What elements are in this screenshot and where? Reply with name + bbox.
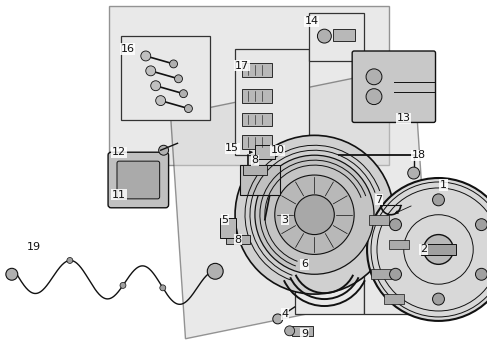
Text: 19: 19 [26, 243, 41, 252]
Circle shape [284, 326, 294, 336]
Text: 2: 2 [419, 244, 427, 255]
Circle shape [174, 75, 182, 83]
Text: 12: 12 [112, 147, 126, 157]
Bar [333, 29, 354, 41]
Circle shape [158, 145, 168, 155]
Text: 16: 16 [121, 44, 135, 54]
Circle shape [294, 195, 334, 235]
Text: 8: 8 [251, 155, 258, 165]
Circle shape [141, 51, 150, 61]
Text: 10: 10 [270, 145, 284, 155]
Bar [383, 294, 403, 304]
Bar [388, 239, 408, 249]
Text: 7: 7 [375, 195, 382, 205]
Circle shape [169, 60, 177, 68]
Text: 11: 11 [112, 190, 126, 200]
Circle shape [6, 268, 18, 280]
Circle shape [235, 135, 393, 294]
Bar [291, 326, 313, 336]
Circle shape [389, 268, 401, 280]
FancyBboxPatch shape [108, 152, 168, 208]
Text: 13: 13 [396, 113, 410, 123]
Circle shape [423, 235, 452, 264]
Circle shape [145, 66, 155, 76]
Circle shape [272, 314, 282, 324]
Bar [309, 13, 364, 61]
FancyBboxPatch shape [351, 51, 435, 122]
Circle shape [155, 96, 165, 105]
Circle shape [407, 167, 419, 179]
Text: 1: 1 [439, 180, 446, 190]
Bar [242, 89, 271, 103]
Text: 14: 14 [304, 16, 318, 26]
Text: 15: 15 [224, 143, 239, 153]
Bar [294, 215, 364, 314]
Circle shape [366, 178, 488, 321]
Bar [235, 49, 309, 155]
Polygon shape [170, 66, 427, 339]
Text: 17: 17 [234, 61, 248, 71]
Bar [254, 145, 274, 159]
Circle shape [179, 90, 187, 98]
Bar [109, 6, 388, 165]
Circle shape [67, 257, 73, 264]
Text: 3: 3 [281, 215, 287, 225]
Circle shape [254, 155, 373, 274]
FancyBboxPatch shape [117, 161, 160, 199]
Text: 6: 6 [301, 259, 307, 269]
Bar [420, 243, 455, 255]
Circle shape [207, 264, 223, 279]
Circle shape [389, 219, 401, 231]
Circle shape [184, 105, 192, 113]
Bar [121, 36, 210, 121]
Bar [240, 165, 279, 195]
Circle shape [432, 293, 444, 305]
Bar [225, 235, 249, 244]
Bar [243, 165, 266, 175]
Circle shape [160, 285, 165, 291]
Bar [242, 135, 271, 149]
Circle shape [366, 89, 381, 105]
Circle shape [317, 29, 331, 43]
Circle shape [150, 81, 161, 91]
Circle shape [120, 283, 126, 288]
Circle shape [274, 175, 353, 255]
Circle shape [474, 268, 487, 280]
Bar [368, 215, 388, 225]
Bar [242, 63, 271, 77]
Text: 5: 5 [221, 215, 228, 225]
Text: 9: 9 [300, 329, 307, 339]
Bar [220, 218, 236, 238]
Bar [364, 195, 433, 314]
Text: 4: 4 [281, 309, 287, 319]
Text: 18: 18 [411, 150, 425, 160]
Circle shape [474, 219, 487, 231]
Bar [242, 113, 271, 126]
Circle shape [366, 69, 381, 85]
Bar [370, 269, 390, 279]
Circle shape [432, 194, 444, 206]
Text: 8: 8 [234, 234, 241, 244]
